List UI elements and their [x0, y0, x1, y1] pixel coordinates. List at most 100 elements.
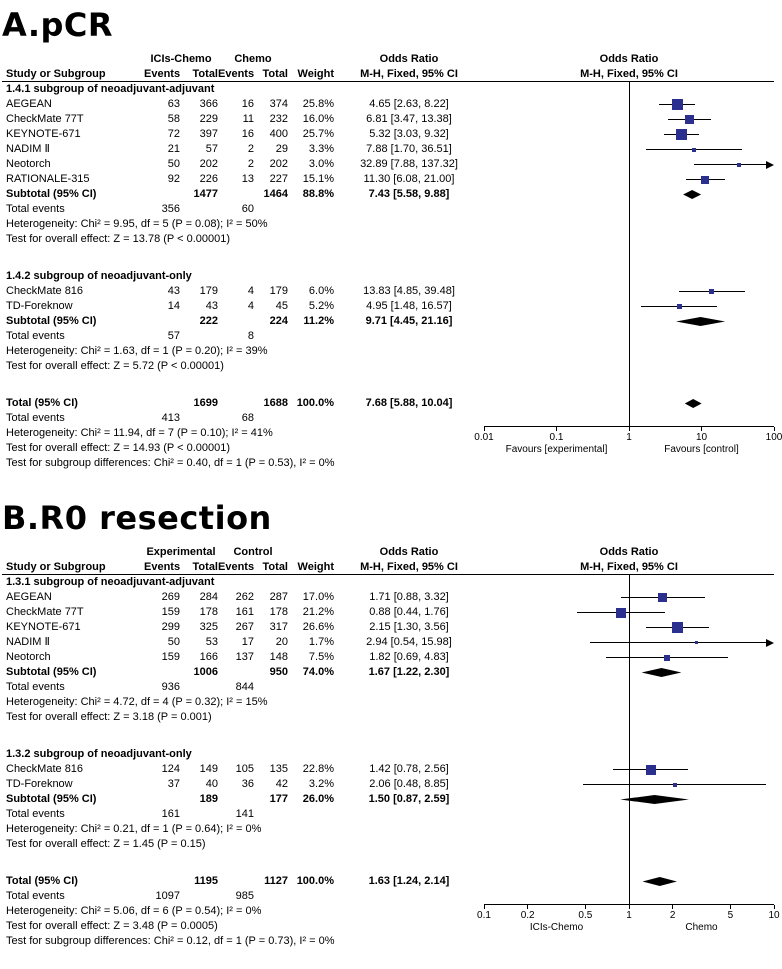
panel-pcr: A.pCR ICIs-Chemo Chemo Odds Ratio Odds Rati… — [2, 6, 782, 471]
axis-tick-label: 1 — [626, 432, 632, 443]
column-header-row: Study or Subgroup Events Total Events Total W… — [2, 560, 774, 575]
forest-cell — [484, 142, 774, 157]
total-events-label: Total events — [6, 412, 65, 424]
subgroup-heading: 1.3.1 subgroup of neoadjuvant-adjuvant — [6, 576, 215, 588]
axis-left-label: Favours [experimental] — [505, 444, 608, 455]
study-name: RATIONALE-315 — [6, 173, 90, 185]
total-exp: 1699 — [193, 397, 218, 409]
axis-tick — [483, 905, 485, 909]
total-exp: 202 — [199, 158, 218, 170]
axis-block: 0.1 0.2 0.5 1 2 5 10 ICIs-Chemo Chemo — [477, 904, 780, 936]
or-ci-text: 5.32 [3.03, 9.32] — [369, 128, 449, 140]
subgroup-heading: 1.3.2 subgroup of neoadjuvant-only — [6, 748, 192, 760]
or-ci-text: 4.65 [2.63, 8.22] — [369, 98, 449, 110]
table-row: 1.3.1 subgroup of neoadjuvant-adjuvant — [2, 575, 774, 590]
study-name: Total (95% CI) — [6, 875, 78, 887]
study-name: CheckMate 816 — [6, 285, 84, 297]
odds-ratio-text-header: Odds Ratio — [379, 546, 439, 558]
method-plot-header: M-H, Fixed, 95% CI — [580, 67, 678, 80]
table-row: Test for subgroup differences: Chi² = 0.… — [2, 456, 774, 471]
study-name: Neotorch — [6, 158, 51, 170]
study-col-header: Study or Subgroup — [6, 560, 106, 573]
or-ci-text: 1.67 [1.22, 2.30] — [368, 666, 450, 678]
effect-square-marker — [684, 115, 694, 124]
events-col-header: Events — [218, 560, 255, 573]
study-name: TD-Foreknow — [6, 300, 73, 312]
total-events-ctrl: 844 — [235, 681, 254, 693]
total-ctrl: 42 — [275, 778, 288, 790]
forest-cell — [484, 396, 774, 411]
or-ci-text: 2.94 [0.54, 15.98] — [366, 636, 452, 648]
study-name: NADIM Ⅱ — [6, 143, 50, 155]
axis-tick-label: 10 — [695, 432, 708, 443]
events-exp: 14 — [167, 300, 180, 312]
total-exp: 179 — [199, 285, 218, 297]
table-row: Heterogeneity: Chi² = 5.06, df = 6 (P = … — [2, 904, 774, 919]
forest-cell — [484, 172, 774, 187]
effect-square-marker — [672, 782, 677, 787]
table-row: Test for overall effect: Z = 3.48 (P = 0… — [2, 919, 774, 934]
forest-cell — [484, 157, 774, 172]
or-ci-text: 11.30 [6.08, 21.00] — [363, 173, 455, 185]
or-ci-text: 7.88 [1.70, 36.51] — [366, 143, 452, 155]
total-ctrl: 317 — [269, 621, 288, 633]
total-ctrl: 177 — [269, 793, 288, 805]
weight-col-header: Weight — [297, 67, 334, 80]
forest-cell — [484, 284, 774, 299]
or-ci-text: 32.89 [7.88, 137.32] — [360, 158, 458, 170]
table-row: RATIONALE-315 92 226 13 227 15.1% 11.30 [6.08,… — [2, 172, 774, 187]
total-exp: 229 — [199, 113, 218, 125]
events-col-header: Events — [218, 67, 255, 80]
total-events-label: Total events — [6, 330, 65, 342]
total-exp: 40 — [205, 778, 218, 790]
summary-diamond — [683, 190, 702, 199]
total-exp: 325 — [199, 621, 218, 633]
summary-diamond — [676, 317, 726, 326]
summary-diamond — [641, 668, 682, 677]
total-events-ctrl: 141 — [235, 808, 254, 820]
axis-tick-label: 5 — [727, 910, 734, 921]
axis-tick — [584, 905, 586, 909]
forest-cell — [484, 127, 774, 142]
events-ctrl: 2 — [247, 158, 254, 170]
group2-header: Chemo — [234, 53, 272, 65]
weight-value: 11.2% — [303, 315, 334, 327]
forest-rows: 1.3.1 subgroup of neoadjuvant-adjuvant AE… — [2, 575, 780, 949]
or-ci-text: 7.43 [5.58, 9.88] — [368, 188, 450, 200]
table-row: Test for overall effect: Z = 5.72 (P < 0… — [2, 359, 774, 374]
total-events-label: Total events — [6, 808, 65, 820]
total-exp: 366 — [199, 98, 218, 110]
odds-ratio-text-header: Odds Ratio — [379, 53, 439, 65]
total-col-header: Total — [262, 560, 288, 573]
events-col-header: Events — [144, 67, 181, 80]
table-row: 1.3.2 subgroup of neoadjuvant-only — [2, 747, 774, 762]
effect-square-marker — [695, 641, 699, 644]
total-ctrl: 45 — [275, 300, 288, 312]
weight-value: 17.0% — [302, 591, 334, 603]
events-exp: 159 — [161, 651, 180, 663]
forest-cell — [484, 650, 774, 665]
axis-right-label: Favours [control] — [664, 444, 739, 455]
weight-value: 26.6% — [302, 621, 334, 633]
total-exp: 149 — [199, 763, 218, 775]
weight-value: 25.7% — [302, 128, 334, 140]
total-events-exp: 356 — [161, 203, 180, 215]
table-row: Subtotal (95% CI) 222 224 11.2% 9.71 [4.45, … — [2, 314, 774, 329]
panel-a-title: A.pCR — [2, 6, 114, 44]
table-row: Total events 57 8 — [2, 329, 774, 344]
study-name: Total (95% CI) — [6, 397, 78, 409]
forest-cell — [484, 112, 774, 127]
events-ctrl: 16 — [241, 98, 254, 110]
or-ci-text: 9.71 [4.45, 21.16] — [365, 315, 453, 327]
forest-cell — [484, 665, 774, 680]
total-col-header: Total — [192, 67, 218, 80]
axis-tick-label: 0.01 — [474, 432, 494, 443]
events-ctrl: 11 — [242, 113, 254, 125]
table-row: TD-Foreknow 14 43 4 45 5.2% 4.95 [1.48, 16.57] — [2, 299, 774, 314]
or-ci-text: 2.06 [0.48, 8.85] — [369, 778, 449, 790]
study-name: KEYNOTE-671 — [6, 128, 81, 140]
table-row: Total events 1097 985 — [2, 889, 774, 904]
table-row: Heterogeneity: Chi² = 1.63, df = 1 (P = … — [2, 344, 774, 359]
subgroup-heading: 1.4.2 subgroup of neoadjuvant-only — [6, 270, 192, 282]
axis-tick-label: 1 — [626, 910, 632, 921]
